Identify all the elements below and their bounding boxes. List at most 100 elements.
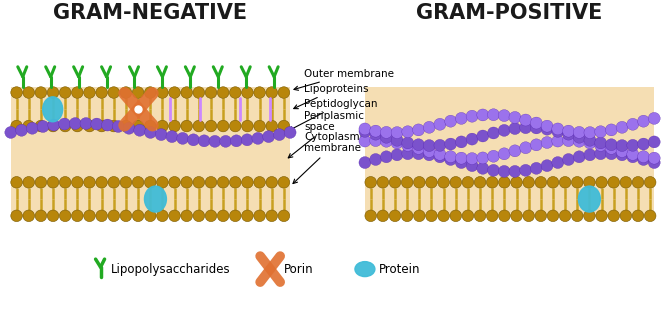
Circle shape [584, 126, 596, 139]
Circle shape [157, 176, 168, 188]
Circle shape [520, 142, 531, 154]
Circle shape [627, 140, 639, 151]
Text: GRAM-POSITIVE: GRAM-POSITIVE [416, 3, 603, 23]
Circle shape [278, 87, 289, 98]
Circle shape [401, 210, 413, 222]
Circle shape [531, 162, 542, 174]
Text: Periplasmic
space: Periplasmic space [288, 111, 364, 158]
Text: Cytoplasmic
membrane: Cytoplasmic membrane [293, 132, 369, 184]
Circle shape [273, 129, 285, 140]
Circle shape [209, 135, 221, 147]
Circle shape [486, 176, 498, 188]
Ellipse shape [578, 186, 600, 212]
Circle shape [563, 135, 574, 147]
Circle shape [132, 176, 144, 188]
Circle shape [498, 110, 510, 122]
Circle shape [520, 164, 531, 176]
Circle shape [474, 210, 486, 222]
Circle shape [606, 148, 617, 160]
Circle shape [108, 176, 119, 188]
Circle shape [48, 176, 59, 188]
Circle shape [498, 166, 510, 177]
Circle shape [466, 153, 478, 165]
Text: Porin: Porin [284, 263, 314, 276]
Circle shape [402, 148, 414, 160]
Circle shape [638, 151, 649, 163]
Circle shape [370, 125, 382, 137]
Circle shape [645, 176, 656, 188]
Circle shape [413, 139, 425, 151]
Circle shape [413, 142, 425, 154]
Ellipse shape [355, 262, 375, 277]
Circle shape [520, 122, 531, 134]
Circle shape [123, 122, 135, 134]
Circle shape [252, 132, 264, 144]
Circle shape [266, 210, 277, 222]
Circle shape [606, 124, 617, 136]
Circle shape [177, 132, 189, 144]
Circle shape [649, 152, 660, 164]
Circle shape [574, 135, 585, 147]
Circle shape [438, 176, 450, 188]
Circle shape [217, 87, 229, 98]
Circle shape [606, 139, 617, 151]
Circle shape [278, 120, 289, 132]
Circle shape [638, 138, 649, 150]
Circle shape [509, 111, 521, 123]
Circle shape [523, 176, 535, 188]
Circle shape [584, 137, 596, 149]
Circle shape [649, 136, 660, 148]
Circle shape [574, 151, 585, 163]
Bar [365, 87, 654, 216]
Circle shape [535, 210, 547, 222]
Circle shape [377, 176, 389, 188]
Circle shape [220, 135, 232, 147]
Circle shape [90, 118, 103, 130]
Circle shape [645, 210, 656, 222]
Circle shape [370, 153, 382, 166]
Text: Outer membrane: Outer membrane [294, 69, 394, 90]
Circle shape [96, 210, 107, 222]
Circle shape [35, 87, 47, 98]
Circle shape [574, 131, 585, 143]
Circle shape [15, 124, 27, 136]
Circle shape [498, 210, 510, 222]
Circle shape [181, 120, 192, 132]
Circle shape [169, 176, 180, 188]
Circle shape [445, 153, 457, 166]
Circle shape [595, 126, 606, 138]
Circle shape [391, 134, 403, 146]
Circle shape [381, 151, 393, 163]
Circle shape [488, 164, 499, 176]
Circle shape [389, 210, 401, 222]
Circle shape [462, 176, 474, 188]
Circle shape [84, 120, 95, 132]
Circle shape [241, 134, 253, 146]
Circle shape [80, 117, 92, 130]
Circle shape [620, 210, 632, 222]
Circle shape [616, 145, 628, 157]
Circle shape [169, 210, 180, 222]
Circle shape [278, 176, 289, 188]
Circle shape [616, 140, 628, 152]
Circle shape [377, 210, 389, 222]
Circle shape [60, 176, 71, 188]
Circle shape [402, 126, 414, 138]
Circle shape [72, 120, 83, 132]
Circle shape [477, 130, 489, 142]
Circle shape [425, 176, 438, 188]
Ellipse shape [43, 97, 63, 122]
Circle shape [242, 176, 253, 188]
Circle shape [217, 120, 229, 132]
Circle shape [359, 135, 371, 147]
Circle shape [35, 120, 47, 132]
Circle shape [511, 176, 523, 188]
Circle shape [35, 210, 47, 222]
Circle shape [649, 157, 660, 169]
Circle shape [541, 136, 553, 148]
Circle shape [23, 87, 35, 98]
Circle shape [145, 120, 156, 132]
Circle shape [547, 176, 559, 188]
Circle shape [254, 87, 265, 98]
Circle shape [456, 152, 468, 164]
